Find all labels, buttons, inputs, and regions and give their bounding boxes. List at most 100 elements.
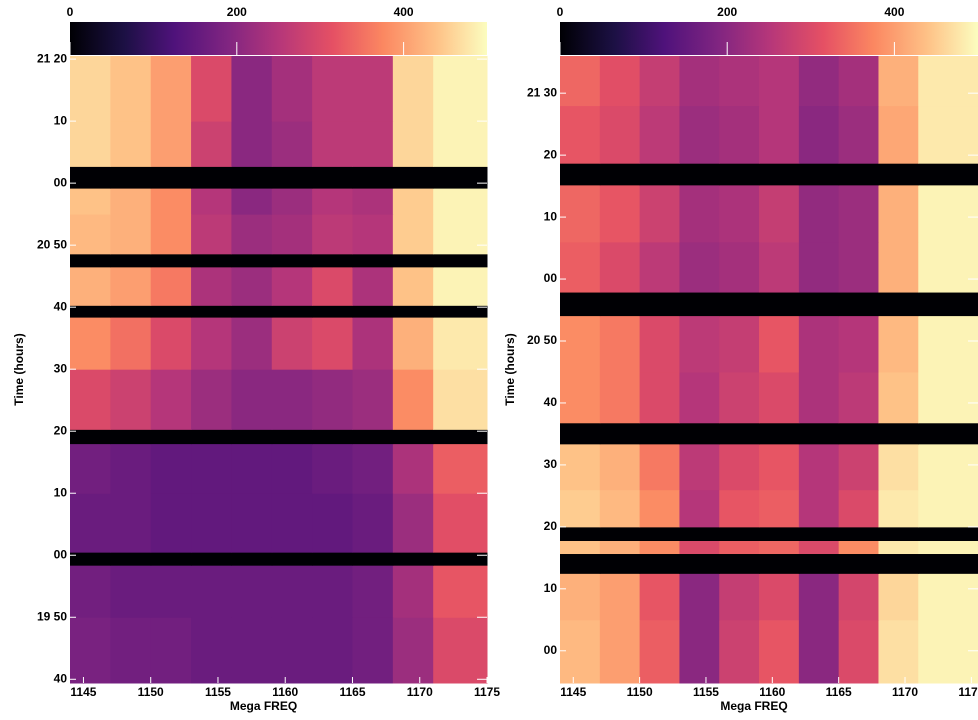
- y-tick-label: 40: [544, 395, 558, 409]
- heatmap-cell: [719, 526, 760, 541]
- heatmap-cell: [433, 121, 488, 167]
- heatmap-cell: [639, 443, 680, 491]
- heatmap-cell: [759, 619, 800, 684]
- heatmap-cell: [271, 443, 313, 494]
- heatmap-cell: [70, 266, 111, 306]
- heatmap-cell: [271, 317, 313, 370]
- heatmap-cell: [191, 317, 232, 370]
- heatmap-cell: [878, 573, 919, 621]
- heatmap-cell: [719, 422, 760, 445]
- heatmap-cell: [798, 526, 840, 541]
- heatmap-cell: [759, 489, 800, 528]
- heatmap-cell: [838, 422, 879, 445]
- heatmap-cell: [191, 565, 232, 618]
- heatmap-cell: [150, 253, 192, 268]
- heatmap-cell: [352, 266, 394, 306]
- heatmap-cell: [433, 429, 488, 445]
- heatmap-cell: [271, 617, 313, 684]
- heatmap-cell: [599, 184, 641, 243]
- heatmap-cell: [759, 184, 800, 243]
- heatmap-cell: [312, 305, 353, 318]
- heatmap-cell: [679, 553, 720, 574]
- x-tick-label: 1170: [407, 685, 433, 699]
- heatmap-cell: [150, 493, 192, 553]
- heatmap-cell: [231, 443, 273, 494]
- heatmap-cell: [312, 429, 353, 445]
- y-tick-label: 10: [544, 209, 558, 223]
- heatmap-cell: [352, 188, 394, 215]
- heatmap-cell: [231, 552, 273, 566]
- heatmap-cell: [838, 241, 879, 293]
- heatmap-cell: [878, 443, 919, 491]
- heatmap-cell: [271, 552, 313, 566]
- heatmap-cell: [560, 540, 601, 555]
- heatmap-cell: [70, 121, 111, 167]
- heatmap-cell: [70, 305, 111, 318]
- y-tick-label: 19 50: [37, 609, 67, 623]
- heatmap-cell: [433, 443, 488, 494]
- heatmap-cell: [719, 489, 760, 528]
- y-tick-label: 00: [544, 271, 558, 285]
- heatmap-cell: [679, 163, 720, 186]
- heatmap-cell: [110, 56, 152, 122]
- heatmap-cell: [560, 422, 601, 445]
- heatmap-cell: [759, 163, 800, 186]
- colorbar-tick-label: 200: [717, 5, 737, 19]
- heatmap-cell: [150, 121, 192, 167]
- heatmap-cell: [110, 443, 152, 494]
- heatmap-cell: [719, 163, 760, 186]
- heatmap-cell: [878, 553, 919, 574]
- heatmap-cell: [639, 489, 680, 528]
- heatmap-cell: [312, 443, 353, 494]
- heatmap-cell: [679, 573, 720, 621]
- heatmap-cell: [918, 619, 978, 684]
- x-tick-label: 1175: [958, 685, 978, 699]
- heatmap-cell: [759, 526, 800, 541]
- heatmap-cell: [918, 315, 978, 373]
- heatmap-cell: [150, 443, 192, 494]
- heatmap-cell: [191, 56, 232, 122]
- heatmap-cell: [231, 188, 273, 215]
- x-tick-label: 1155: [205, 685, 231, 699]
- heatmap-cell: [271, 369, 313, 430]
- heatmap-cell: [352, 617, 394, 684]
- heatmap-cell: [271, 214, 313, 255]
- heatmap-cell: [639, 163, 680, 186]
- heatmap-cell: [878, 619, 919, 684]
- heatmap-cell: [560, 443, 601, 491]
- heatmap-cell: [433, 253, 488, 268]
- heatmap-cell: [719, 540, 760, 555]
- heatmap-cell: [838, 540, 879, 555]
- y-tick-label: 21 20: [37, 51, 67, 65]
- heatmap-cell: [639, 315, 680, 373]
- heatmap-cell: [838, 315, 879, 373]
- heatmap-cell: [392, 493, 434, 553]
- heatmap-cell: [312, 317, 353, 370]
- heatmap-cell: [271, 565, 313, 618]
- heatmap-cell: [759, 573, 800, 621]
- heatmap-cell: [599, 526, 641, 541]
- heatmap-cell: [110, 166, 152, 189]
- heatmap-cell: [639, 292, 680, 317]
- heatmap-cell: [639, 553, 680, 574]
- heatmap-cell: [679, 241, 720, 293]
- y-tick-label: 10: [54, 485, 68, 499]
- heatmap-cell: [838, 292, 879, 317]
- heatmap-cell: [150, 266, 192, 306]
- heatmap-cell: [150, 317, 192, 370]
- heatmap-cell: [878, 184, 919, 243]
- heatmap-cell: [759, 422, 800, 445]
- heatmap-cell: [312, 552, 353, 566]
- y-axis-label: Time (hours): [503, 333, 517, 405]
- heatmap-cell: [191, 166, 232, 189]
- heatmap-cell: [392, 56, 434, 122]
- heatmap-cell: [433, 617, 488, 684]
- heatmap-cell: [70, 552, 111, 566]
- x-axis-label: Mega FREQ: [720, 699, 787, 713]
- heatmap-cell: [679, 443, 720, 491]
- heatmap-cell: [639, 573, 680, 621]
- x-tick-label: 1165: [339, 685, 365, 699]
- heatmap-cell: [679, 489, 720, 528]
- heatmap-cell: [759, 540, 800, 555]
- heatmap-cell: [719, 292, 760, 317]
